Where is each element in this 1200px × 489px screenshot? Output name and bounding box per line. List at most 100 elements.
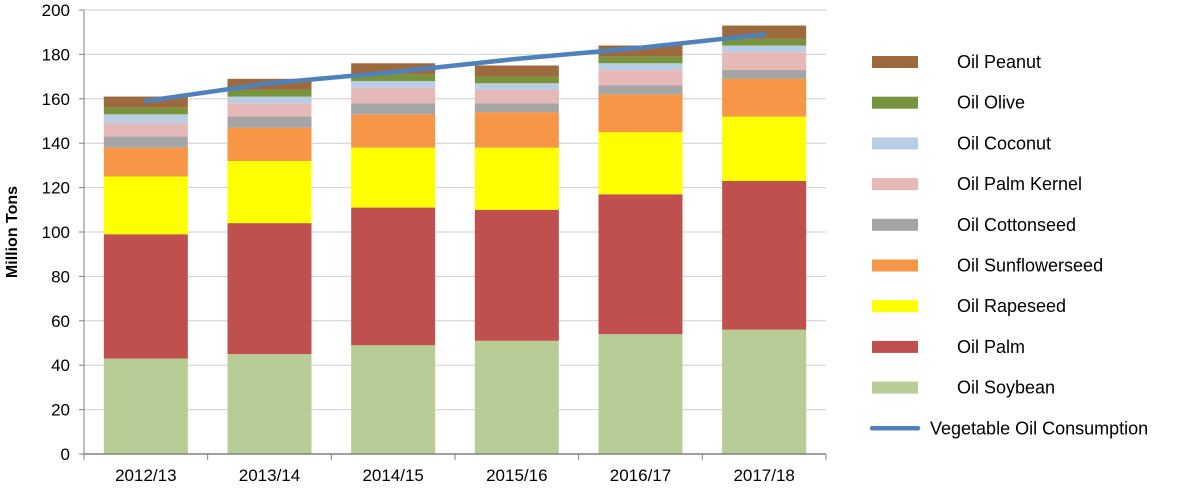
bar-segment: [351, 345, 436, 454]
bar-segment: [474, 83, 559, 90]
series-line: [143, 32, 767, 104]
bar-segment: [598, 45, 683, 57]
bar-segment: [351, 87, 436, 104]
y-axis-label: Million Tons: [4, 186, 21, 278]
bar-segment: [722, 180, 807, 330]
x-tick-label: 2014/15: [362, 466, 423, 485]
legend-item: Oil Cottonseed: [872, 215, 1076, 235]
bar-segment: [103, 114, 188, 124]
bar-segment: [598, 69, 683, 86]
legend-swatch: [872, 56, 918, 68]
bar-segment: [598, 63, 683, 70]
bar-segment: [474, 103, 559, 113]
bar-segment: [598, 194, 683, 335]
legend: Oil Peanut Oil Olive Oil Coconut Oil Palm K…: [869, 52, 1148, 438]
bar-segment: [722, 45, 807, 53]
legend-item: Oil Sunflowerseed: [872, 256, 1103, 276]
legend-label: Oil Sunflowerseed: [957, 256, 1103, 276]
bar-stack: [722, 25, 807, 454]
bar-segment: [722, 69, 807, 79]
legend-item: Vegetable Oil Consumption: [869, 418, 1148, 438]
legend-swatch: [872, 259, 918, 272]
x-tick-label: 2017/18: [733, 466, 794, 485]
legend-item: Oil Olive: [872, 93, 1025, 113]
bar-segment: [103, 107, 188, 115]
bar-stack: [474, 65, 559, 454]
bar-stack: [103, 96, 188, 454]
x-tick-label: 2015/16: [486, 466, 547, 485]
bar-segment: [598, 85, 683, 95]
bar-segment: [474, 147, 559, 210]
legend-item: Oil Peanut: [872, 52, 1041, 72]
y-tick-label: 180: [42, 45, 70, 64]
legend-swatch: [872, 137, 918, 150]
legend-label: Oil Peanut: [957, 52, 1041, 72]
bar-segment: [351, 81, 436, 88]
x-tick-labels: 2012/13 2013/14 2014/15 2015/16 2016/17 2017/…: [115, 466, 795, 485]
bar-segment: [351, 74, 436, 82]
legend-item: Oil Coconut: [872, 133, 1051, 153]
legend-label: Oil Olive: [957, 93, 1025, 113]
bar-segment: [722, 52, 807, 70]
y-tick-label: 80: [51, 267, 70, 286]
y-tick-labels: 0 20 40 60 80 100 120 140 160 180 200: [42, 1, 84, 464]
y-tick-label: 120: [42, 179, 70, 198]
bar-segment: [103, 136, 188, 148]
bar-segment: [227, 96, 312, 104]
x-tick-label: 2016/17: [610, 466, 671, 485]
bar-segment: [351, 207, 436, 346]
legend-label: Oil Rapeseed: [957, 296, 1066, 316]
y-tick-label: 0: [61, 445, 70, 464]
y-tick-label: 200: [42, 1, 70, 20]
legend-swatch: [872, 300, 918, 313]
bar-segment: [227, 103, 312, 117]
bar-segment: [227, 127, 312, 161]
legend-item: Oil Palm Kernel: [872, 174, 1082, 194]
legend-swatch: [872, 178, 918, 191]
y-tick-label: 140: [42, 134, 70, 153]
bar-stacks: [103, 25, 807, 454]
x-tick-label: 2012/13: [115, 466, 176, 485]
bar-segment: [474, 112, 559, 148]
y-tick-label: 60: [51, 312, 70, 331]
legend-label: Oil Soybean: [957, 378, 1055, 398]
bar-segment: [351, 147, 436, 208]
bar-segment: [598, 56, 683, 64]
bar-segment: [722, 329, 807, 454]
bar-segment: [227, 89, 312, 97]
bar-segment: [722, 78, 807, 117]
bar-segment: [103, 123, 188, 137]
bar-segment: [103, 147, 188, 177]
bar-segment: [351, 63, 436, 75]
legend-item: Oil Rapeseed: [872, 296, 1066, 316]
legend-swatch: [872, 96, 918, 109]
axes: [83, 10, 827, 460]
legend-label: Oil Coconut: [957, 133, 1051, 153]
gridlines: [84, 9, 826, 411]
bar-stack: [351, 63, 436, 454]
legend-label: Oil Palm Kernel: [957, 174, 1082, 194]
y-tick-label: 160: [42, 90, 70, 109]
legend-item: Oil Palm: [872, 337, 1025, 357]
bar-segment: [227, 223, 312, 355]
bar-segment: [103, 358, 188, 454]
legend-label: Vegetable Oil Consumption: [930, 418, 1148, 438]
bar-stack: [598, 45, 683, 454]
bar-segment: [474, 65, 559, 77]
bar-stack: [227, 78, 312, 454]
bar-segment: [103, 234, 188, 359]
legend-label: Oil Cottonseed: [957, 215, 1076, 235]
bar-segment: [474, 209, 559, 341]
y-tick-label: 100: [42, 223, 70, 242]
bar-segment: [474, 76, 559, 84]
y-tick-label: 20: [51, 401, 70, 420]
legend-label: Oil Palm: [957, 337, 1025, 357]
bar-segment: [474, 340, 559, 454]
legend-swatch: [872, 381, 918, 394]
x-tick-label: 2013/14: [239, 466, 300, 485]
bar-segment: [598, 132, 683, 195]
bar-segment: [722, 116, 807, 181]
bar-segment: [351, 114, 436, 148]
bar-segment: [227, 354, 312, 454]
